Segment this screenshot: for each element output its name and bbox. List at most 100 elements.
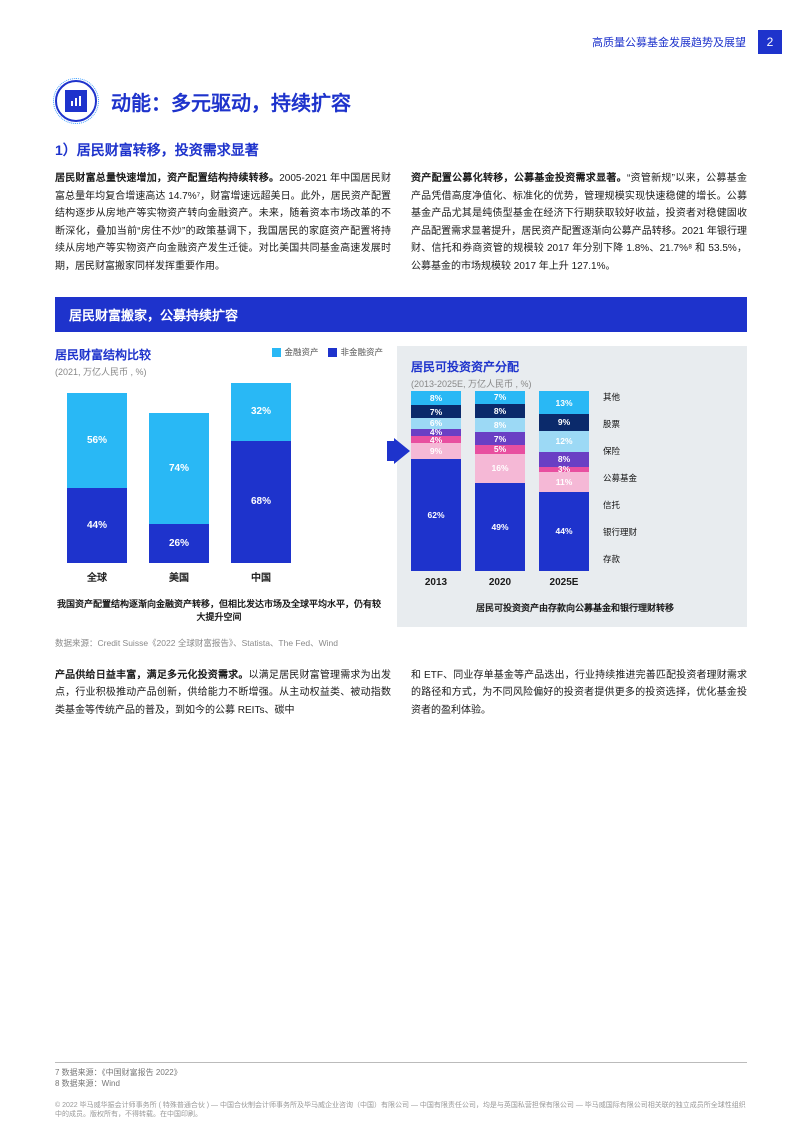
bar-segment: 8% <box>411 391 461 405</box>
bar-segment: 32% <box>231 383 291 441</box>
legend-label: 非金融资产 <box>340 346 383 358</box>
copyright: © 2022 毕马威华振会计师事务所 ( 特殊普通合伙 ) — 中国合伙制会计师… <box>55 1101 747 1119</box>
bar-segment: 44% <box>67 488 127 563</box>
bar-segment: 5% <box>475 445 525 454</box>
bar-label: 全球 <box>87 569 107 584</box>
column-right: 和 ETF、同业存单基金等产品迭出，行业持续推进完善匹配投资者理财需求的路径和方… <box>411 667 747 720</box>
para-body: “资管新规”以来，公募基金产品凭借高度净值化、标准化的优势，管理规模实现快速稳健… <box>411 173 747 272</box>
swatch-icon <box>272 348 281 357</box>
bar-segment: 13% <box>539 391 589 414</box>
page-content: 动能：多元驱动，持续扩容 1）居民财富转移，投资需求显著 居民财富总量快速增加，… <box>0 0 802 719</box>
legend-item: 其他 <box>603 391 637 403</box>
bar-col: 13%9%12%8%3%11%44% 2025E <box>539 391 589 588</box>
chart-left-caption: 我国资产配置结构逐渐向金融资产转移，但相比发达市场及全球平均水平，仍有较大提升空… <box>55 598 383 623</box>
bar-segment: 4% <box>411 436 461 443</box>
legend-item: 保险 <box>603 445 637 457</box>
legend-label: 保险 <box>603 445 620 457</box>
column-left: 产品供给日益丰富，满足多元化投资需求。以满足居民财富管理需求为出发点，行业积极推… <box>55 667 391 720</box>
bar-col: 74%26% 美国 <box>149 413 209 584</box>
legend-item: 股票 <box>603 418 637 430</box>
para-lead: 居民财富总量快速增加，资产配置结构持续转移。 <box>55 173 279 184</box>
stacked-bar: 32%68% <box>231 383 291 563</box>
page-header: 高质量公募基金发展趋势及展望 2 <box>592 30 802 54</box>
bar-segment: 62% <box>411 459 461 571</box>
bar-segment: 7% <box>475 391 525 404</box>
bar-segment: 9% <box>539 414 589 430</box>
footnotes: 7 数据来源：《中国财富报告 2022》 8 数据来源：Wind <box>55 1062 747 1089</box>
para-lead: 产品供给日益丰富，满足多元化投资需求。 <box>55 670 249 681</box>
para-body: 和 ETF、同业存单基金等产品迭出，行业持续推进完善匹配投资者理财需求的路径和方… <box>411 670 747 716</box>
stacked-bar: 56%44% <box>67 393 127 563</box>
bar-col: 8%7%6%4%4%9%62% 2013 <box>411 391 461 588</box>
legend-label: 股票 <box>603 418 620 430</box>
bar-segment: 44% <box>539 492 589 571</box>
body-columns: 居民财富总量快速增加，资产配置结构持续转移。2005-2021 年中国居民财富总… <box>55 170 747 275</box>
section-icon <box>55 80 97 122</box>
legend-item: 银行理财 <box>603 526 637 538</box>
para-lead: 资产配置公募化转移，公募基金投资需求显著。 <box>411 173 627 184</box>
chart-left: 居民财富结构比较 (2021, 万亿人民币 , %) 金融资产 非金融资产 56… <box>55 346 393 627</box>
infobox-title: 居民财富搬家，公募持续扩容 <box>55 297 747 332</box>
bar-segment: 16% <box>475 454 525 483</box>
bars-right: 8%7%6%4%4%9%62%20137%8%8%7%5%16%49%20201… <box>411 398 739 588</box>
legend-item: 金融资产 <box>272 346 318 358</box>
chart-left-legend: 金融资产 非金融资产 <box>272 346 383 358</box>
bar-segment: 68% <box>231 441 291 563</box>
section-header: 动能：多元驱动，持续扩容 <box>55 80 747 122</box>
charts-row: 居民财富结构比较 (2021, 万亿人民币 , %) 金融资产 非金融资产 56… <box>55 346 747 627</box>
bars-left: 56%44%全球74%26%美国32%68%中国 <box>55 394 383 584</box>
legend-label: 公募基金 <box>603 472 637 484</box>
bar-segment: 11% <box>539 472 589 492</box>
bar-segment: 26% <box>149 524 209 563</box>
section-title: 动能：多元驱动，持续扩容 <box>111 87 351 116</box>
spacer <box>619 577 622 588</box>
bar-label: 2013 <box>425 577 447 588</box>
legend-label: 其他 <box>603 391 620 403</box>
stacked-bar: 8%7%6%4%4%9%62% <box>411 391 461 571</box>
chart-right: 居民可投资资产分配 (2013-2025E, 万亿人民币 , %) 8%7%6%… <box>397 346 747 627</box>
chart-left-subtitle: (2021, 万亿人民币 , %) <box>55 365 151 378</box>
chart-right-legend: 其他股票保险公募基金信托银行理财存款 <box>603 391 637 571</box>
bar-label: 2025E <box>550 577 579 588</box>
header-title: 高质量公募基金发展趋势及展望 <box>592 34 758 50</box>
legend-label: 信托 <box>603 499 620 511</box>
bar-segment: 74% <box>149 413 209 524</box>
chart-right-title: 居民可投资资产分配 <box>411 358 739 375</box>
body-columns-2: 产品供给日益丰富，满足多元化投资需求。以满足居民财富管理需求为出发点，行业积极推… <box>55 667 747 720</box>
legend-item: 存款 <box>603 553 637 565</box>
chart-left-title: 居民财富结构比较 <box>55 346 151 363</box>
bar-segment: 12% <box>539 431 589 453</box>
bar-col: 32%68% 中国 <box>231 383 291 584</box>
legend-item: 信托 <box>603 499 637 511</box>
bar-label: 美国 <box>169 569 189 584</box>
bar-segment: 8% <box>475 418 525 432</box>
bar-col: 7%8%8%7%5%16%49%2020 <box>475 391 525 588</box>
chart-icon <box>65 90 87 112</box>
legend-item: 非金融资产 <box>328 346 383 358</box>
data-source: 数据来源：Credit Suisse《2022 全球财富报告》、Statista… <box>55 637 747 649</box>
bar-segment: 8% <box>475 404 525 418</box>
legend-label: 银行理财 <box>603 526 637 538</box>
bar-segment: 9% <box>411 443 461 459</box>
arrow-icon <box>394 438 410 464</box>
stacked-bar: 7%8%8%7%5%16%49% <box>475 391 525 571</box>
subsection-heading: 1）居民财富转移，投资需求显著 <box>55 140 747 160</box>
swatch-icon <box>328 348 337 357</box>
footnote: 8 数据来源：Wind <box>55 1078 747 1089</box>
bar-segment: 7% <box>411 405 461 418</box>
page-number: 2 <box>758 30 782 54</box>
legend-label: 存款 <box>603 553 620 565</box>
infobox: 居民财富搬家，公募持续扩容 居民财富结构比较 (2021, 万亿人民币 , %)… <box>55 297 747 649</box>
bar-label: 2020 <box>489 577 511 588</box>
legend-label: 金融资产 <box>284 346 318 358</box>
legend-column: 其他股票保险公募基金信托银行理财存款 <box>603 391 637 588</box>
stacked-bar: 13%9%12%8%3%11%44% <box>539 391 589 571</box>
bar-segment: 7% <box>475 432 525 445</box>
chart-right-caption: 居民可投资资产由存款向公募基金和银行理财转移 <box>411 602 739 615</box>
footnote: 7 数据来源：《中国财富报告 2022》 <box>55 1067 747 1078</box>
bar-label: 中国 <box>251 569 271 584</box>
para-body: 2005-2021 年中国居民财富总量年均复合增速高达 14.7%⁷，财富增速远… <box>55 173 391 272</box>
bar-segment: 49% <box>475 483 525 571</box>
chart-right-subtitle: (2013-2025E, 万亿人民币 , %) <box>411 377 739 390</box>
bar-segment: 56% <box>67 393 127 488</box>
